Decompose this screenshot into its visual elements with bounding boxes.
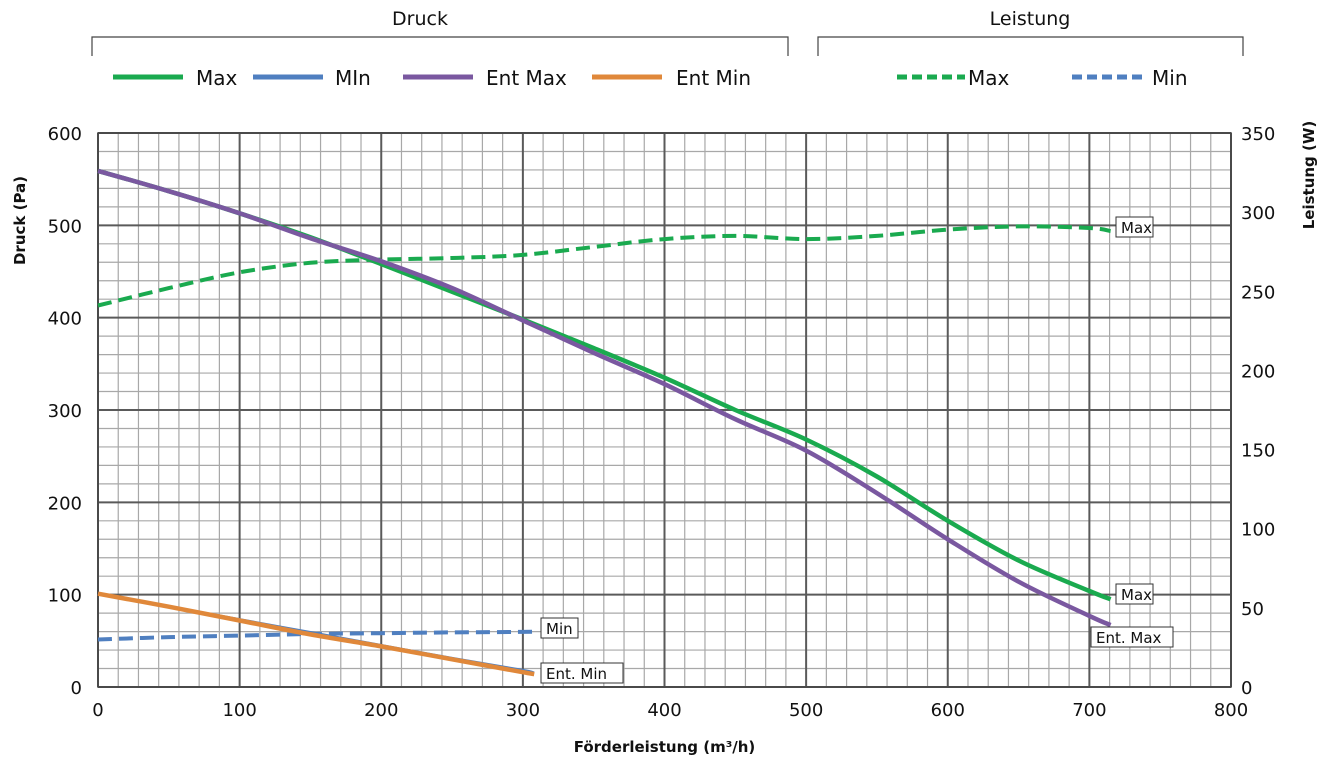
legend-entry: MIn <box>335 66 371 90</box>
end-label-box <box>540 662 624 684</box>
end-label: Ent. Min <box>546 665 607 683</box>
y-tick-label: 200 <box>48 493 82 514</box>
y2-axis-title: Leistung (W) <box>1300 121 1318 230</box>
series-leistung-min <box>97 629 538 642</box>
x-tick-label: 0 <box>92 700 103 721</box>
series-druck-ent-max <box>97 168 1112 628</box>
legend-entry: Ent Max <box>486 66 567 90</box>
y-tick-label: 0 <box>71 678 82 699</box>
legend-group-title: Leistung <box>990 8 1071 30</box>
end-label: Min <box>546 620 573 638</box>
end-label: Ent. Max <box>1096 629 1162 647</box>
y-tick-label: 600 <box>48 124 82 145</box>
x-tick-label: 800 <box>1214 700 1248 721</box>
x-tick-label: 100 <box>222 700 256 721</box>
end-label-box <box>1115 216 1154 238</box>
end-label-box <box>540 617 579 639</box>
y2-tick-label: 300 <box>1241 203 1275 224</box>
legend-entry: Min <box>1152 66 1188 90</box>
x-tick-label: 500 <box>789 700 823 721</box>
x-tick-label: 700 <box>1072 700 1106 721</box>
end-label: Max <box>1121 219 1152 237</box>
y2-tick-label: 0 <box>1241 678 1252 699</box>
legend-entry: Max <box>968 66 1010 90</box>
y2-tick-label: 200 <box>1241 361 1275 382</box>
y-tick-label: 300 <box>48 401 82 422</box>
legend-entry: Ent Min <box>676 66 751 90</box>
x-tick-label: 300 <box>506 700 540 721</box>
series-leistung-max <box>97 224 1111 308</box>
x-tick-label: 400 <box>647 700 681 721</box>
y-tick-label: 500 <box>48 216 82 237</box>
y2-tick-label: 350 <box>1241 124 1275 145</box>
x-axis-title: Förderleistung (m³/h) <box>574 738 756 756</box>
legend-entry: Max <box>196 66 238 90</box>
legend-group-bracket <box>91 36 789 56</box>
series-lines <box>97 168 1112 677</box>
end-label-box <box>1115 583 1154 605</box>
legend: Druck Leistung Max MIn Ent Max Ent Min Max Min <box>91 8 1244 90</box>
end-label: Max <box>1121 586 1152 604</box>
y-tick-label: 100 <box>48 586 82 607</box>
y-tick-label: 400 <box>48 309 82 330</box>
y2-tick-label: 50 <box>1241 599 1264 620</box>
plot-frame <box>97 132 1232 688</box>
y2-tick-label: 150 <box>1241 441 1275 462</box>
y2-tick-label: 100 <box>1241 520 1275 541</box>
axes: 0 100 200 300 400 500 600 700 800010020030040050… <box>11 121 1318 756</box>
end-labels: Max Ent. Max Ent. Min Max Min <box>540 216 1174 684</box>
x-tick-label: 200 <box>364 700 398 721</box>
x-tick-label: 600 <box>931 700 965 721</box>
legend-group-title: Druck <box>392 8 448 30</box>
y-axis-title: Druck (Pa) <box>11 176 29 265</box>
series-druck-ent-min <box>97 591 535 677</box>
legend-group-bracket <box>817 36 1244 56</box>
y2-tick-label: 250 <box>1241 282 1275 303</box>
end-label-box <box>1090 626 1174 648</box>
